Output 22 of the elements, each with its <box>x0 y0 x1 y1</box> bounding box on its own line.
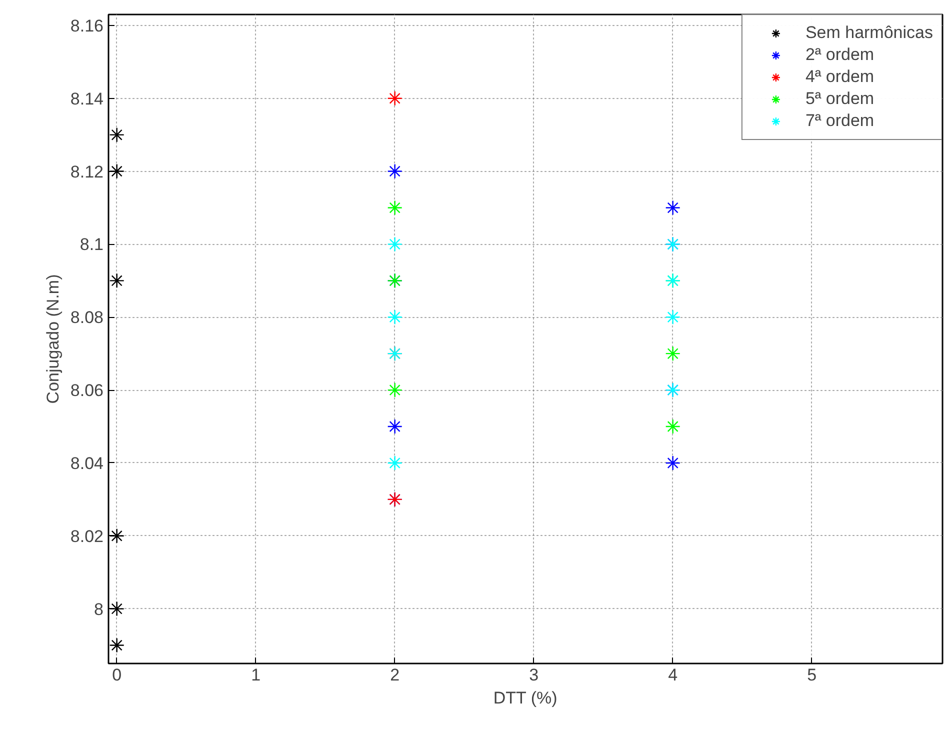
x-axis-title: DTT (%) <box>493 688 558 708</box>
x-tick-label: 0 <box>112 666 122 684</box>
x-tick-label: 3 <box>529 666 539 684</box>
legend-label: 4ª ordem <box>805 67 874 87</box>
y-tick-label: 8.04 <box>70 454 104 473</box>
x-tick-label: 1 <box>251 666 261 684</box>
x-tick-label: 2 <box>390 666 400 684</box>
y-tick-label: 8.14 <box>70 89 104 108</box>
x-tick-label: 4 <box>668 666 678 684</box>
x-tick-label: 5 <box>807 666 817 684</box>
legend-label: 7ª ordem <box>805 111 874 131</box>
y-axis-title: Conjugado (N.m) <box>43 274 62 404</box>
y-tick-label: 8.16 <box>70 16 104 36</box>
y-tick-label: 8.02 <box>70 526 104 546</box>
y-tick-label: 8.1 <box>80 235 104 254</box>
y-tick-label: 8.08 <box>70 308 104 328</box>
y-tick-label: 8 <box>94 600 104 619</box>
legend-label: Sem harmônicas <box>805 23 933 43</box>
y-tick-label: 8.12 <box>70 162 104 182</box>
legend-label: 2ª ordem <box>805 45 874 65</box>
y-tick-label: 8.06 <box>70 381 104 400</box>
legend-label: 5ª ordem <box>805 89 874 109</box>
